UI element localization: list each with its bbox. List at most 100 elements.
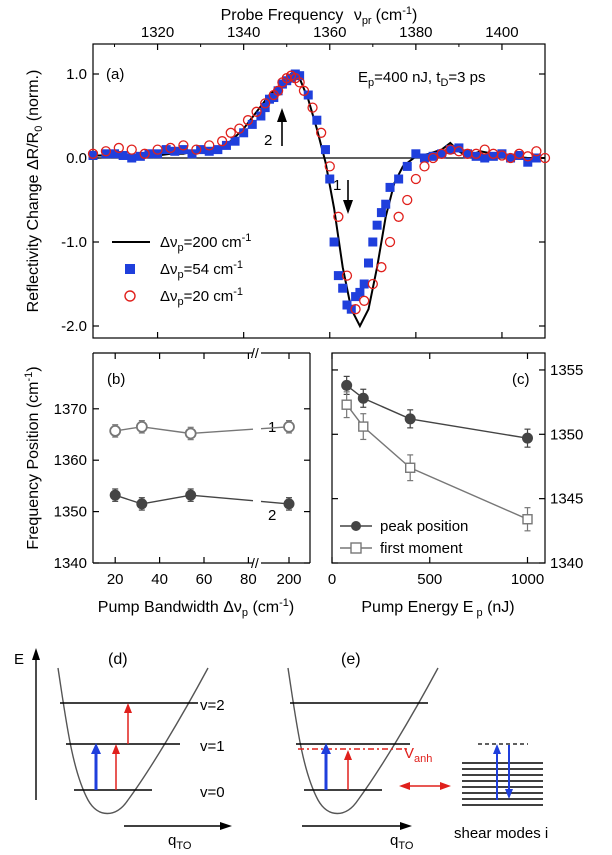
series-20-point <box>294 77 305 88</box>
series-54-point <box>127 153 137 163</box>
arrow-2-label: 2 <box>264 132 272 149</box>
series-54-point <box>88 150 98 160</box>
panel-b-x-tick-label: 80 <box>240 571 257 588</box>
coupling-arrow-left-head <box>399 782 410 790</box>
series-20-point <box>139 148 150 159</box>
panel-c-moment-point <box>405 462 416 473</box>
series-20-point <box>152 144 163 155</box>
coupling-arrow-right-head <box>440 782 451 790</box>
series-20-point <box>87 148 99 159</box>
panel-c-y-tick-label: 1345 <box>550 491 583 508</box>
bath-up-arrow-head <box>493 744 501 754</box>
series-20-point <box>100 146 112 157</box>
coupling-label: Vanh <box>404 745 432 765</box>
panel-c-peak-point <box>522 432 533 444</box>
series-20-point <box>225 127 236 138</box>
panel-b-break-bottom: // <box>251 555 259 571</box>
series-54-point <box>320 145 330 155</box>
series-54-point <box>471 151 481 161</box>
series-20-point <box>126 144 137 155</box>
series-20-point <box>367 278 378 290</box>
series-54-point <box>273 86 283 96</box>
legend-label-20: Δνp=20 cm-1 <box>160 286 243 308</box>
series-54-point <box>355 287 365 297</box>
series-54-point <box>497 149 507 159</box>
panel-b-x-tick-label: 20 <box>107 571 124 588</box>
series-20-point <box>234 123 245 134</box>
panel-b-y-tick-label: 1340 <box>54 555 87 572</box>
probe-arrow-red-d1-head <box>112 744 120 754</box>
series-20-point <box>204 140 215 151</box>
panel-b-series-2-line <box>190 494 254 502</box>
series-54-point <box>488 151 498 161</box>
series-54-point <box>480 153 490 163</box>
bath-label: shear modes i <box>454 825 548 842</box>
series-20-point <box>113 142 124 154</box>
series-20-point <box>260 98 271 109</box>
arrow-1-head <box>343 200 353 214</box>
panel-b-chart: // // (b) Frequency Position (cm-1) Pump… <box>23 345 311 619</box>
probe-arrow-red-e-head <box>344 750 352 760</box>
series-20-point <box>359 295 370 306</box>
panel-b-point-1 <box>109 425 122 437</box>
panel-a-annotation: Ep=400 nJ, tD=3 ps <box>358 69 486 89</box>
panel-c-series-line <box>346 384 528 439</box>
legend-square-54 <box>125 264 135 274</box>
panel-c-moment-point <box>522 514 533 525</box>
series-20-point <box>436 148 447 159</box>
series-54-point <box>187 149 197 159</box>
panel-c-peak-point <box>357 392 369 404</box>
series-20-point <box>393 211 404 222</box>
pump-arrow-blue-e-head <box>321 743 331 754</box>
legend-label-54: Δνp=54 cm-1 <box>160 259 243 281</box>
panel-a-frame <box>92 43 546 339</box>
series-20-point <box>251 106 262 117</box>
panel-c-peak-point <box>341 379 353 391</box>
panel-c-x-tick-label: 1000 <box>511 571 544 588</box>
panel-c-label: (c) <box>512 371 530 388</box>
series-20-point <box>316 127 327 138</box>
panel-a-x-tick-label: 1400 <box>485 24 518 41</box>
series-20-point <box>333 211 344 222</box>
panel-b-x-tick-label: 60 <box>196 571 213 588</box>
panel-b-point-1 <box>283 420 295 433</box>
series-54-point <box>531 153 541 163</box>
shear-mode-bath <box>462 743 543 806</box>
panel-c-series-line <box>346 404 528 520</box>
panel-b-x-tick-label: 200 <box>276 571 301 588</box>
panel-b-label: (b) <box>107 371 125 388</box>
potential-well-e <box>287 667 439 815</box>
series-20-point <box>384 236 396 248</box>
panel-c-x-axis-title: Pump Energy E p (nJ) <box>361 599 514 619</box>
panel-a-y-tick-label: -2.0 <box>61 318 87 335</box>
series-54-point <box>329 237 339 247</box>
panel-b-y-tick-label: 1360 <box>54 452 87 469</box>
panel-b-point-2 <box>109 489 121 501</box>
level-label-v2: v=2 <box>200 697 225 714</box>
series-20-point <box>402 194 413 206</box>
series-20-point <box>410 173 422 185</box>
panel-a-x-tick-label: 1380 <box>399 24 432 41</box>
series-54-point <box>506 153 516 163</box>
panel-a-x-tick-label: 1320 <box>141 24 174 41</box>
series-20-point <box>505 152 516 164</box>
legend-label-peak: peak position <box>380 518 468 535</box>
energy-axis-head <box>32 648 40 660</box>
panel-c-x-tick-label: 0 <box>328 571 336 588</box>
series-54-point <box>454 143 464 153</box>
panel-b-break-top: // <box>251 345 259 361</box>
series-20-point <box>427 152 439 164</box>
panel-c-chart: (c) Pump Energy E p (nJ) 0 500 1000 1355 135… <box>328 352 583 619</box>
panel-b-x-tick-label: 40 <box>151 571 168 588</box>
pump-arrow-blue-d-head <box>91 743 101 754</box>
series-54-point <box>333 271 343 281</box>
panel-c-y-tick-label: 1355 <box>550 362 583 379</box>
series-20-point <box>272 85 284 96</box>
q-axis-e-label: qTO <box>390 832 414 852</box>
series-54-point <box>221 140 231 150</box>
potential-well-d <box>57 667 209 815</box>
series-54-point <box>118 150 128 160</box>
series-20-point <box>522 151 533 162</box>
level-label-v1: v=1 <box>200 738 225 755</box>
panel-a-y-tick-label: 0.0 <box>66 150 87 167</box>
